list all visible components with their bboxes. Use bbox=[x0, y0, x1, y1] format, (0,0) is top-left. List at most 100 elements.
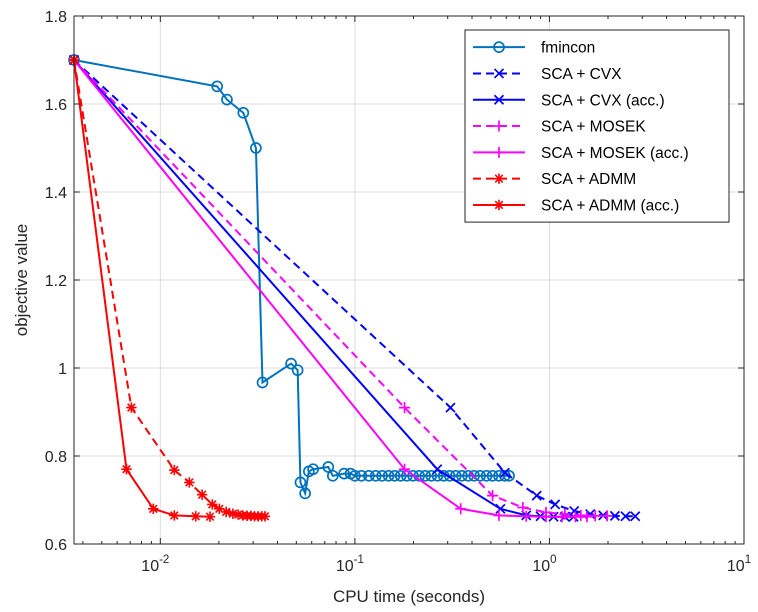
y-tick-label: 1.2 bbox=[45, 273, 67, 290]
data-point bbox=[520, 510, 532, 522]
data-point bbox=[474, 469, 486, 482]
data-point bbox=[456, 469, 468, 482]
data-point bbox=[445, 402, 456, 413]
data-point bbox=[169, 510, 180, 521]
data-point bbox=[480, 469, 493, 482]
data-point bbox=[232, 509, 244, 520]
legend-item: SCA + ADMM (acc.) bbox=[473, 197, 679, 214]
legend-label: SCA + MOSEK bbox=[541, 119, 646, 136]
axis-ticks: 10-2 10-1 100 101 0.6 0.8 1 1.2 1.4 1.6 1.8 bbox=[45, 9, 751, 575]
data-point bbox=[204, 511, 216, 522]
x-axis-label: CPU time (seconds) bbox=[333, 587, 485, 606]
data-point bbox=[126, 402, 137, 413]
data-point bbox=[468, 469, 480, 482]
data-point bbox=[376, 469, 388, 482]
data-point bbox=[196, 489, 208, 500]
y-tick-label: 1.6 bbox=[45, 97, 67, 114]
legend-item: SCA + MOSEK bbox=[473, 119, 646, 136]
legend-marker bbox=[493, 68, 505, 79]
x-tick-label: 100 bbox=[532, 554, 556, 575]
legend-item: SCA + ADMM bbox=[473, 171, 636, 188]
data-point bbox=[581, 511, 593, 523]
legend-label: SCA + CVX bbox=[541, 66, 622, 83]
data-point bbox=[499, 467, 510, 478]
data-point bbox=[363, 469, 375, 482]
data-point bbox=[540, 511, 552, 523]
legend-label: SCA + ADMM bbox=[541, 171, 636, 188]
legend-marker bbox=[493, 120, 505, 132]
data-point bbox=[220, 506, 232, 518]
data-point bbox=[291, 364, 304, 377]
data-point bbox=[487, 490, 499, 502]
data-point bbox=[425, 469, 438, 482]
y-tick-label: 1.4 bbox=[45, 185, 67, 202]
series-sca-admm bbox=[68, 54, 271, 522]
legend-item: SCA + CVX bbox=[473, 66, 622, 83]
data-point bbox=[299, 487, 311, 500]
legend-item: fmincon bbox=[473, 40, 595, 57]
legend-label: SCA + MOSEK (acc.) bbox=[541, 145, 689, 162]
data-point bbox=[237, 106, 250, 119]
data-point bbox=[326, 469, 339, 482]
data-point bbox=[294, 476, 307, 489]
legend-marker bbox=[493, 94, 505, 105]
data-point bbox=[495, 503, 506, 514]
data-point bbox=[486, 469, 499, 482]
x-tick-label: 10-2 bbox=[141, 554, 169, 575]
legend-item: SCA + CVX (acc.) bbox=[473, 92, 665, 109]
legend-label: SCA + ADMM (acc.) bbox=[541, 197, 679, 214]
data-point bbox=[556, 511, 568, 523]
data-point bbox=[388, 469, 401, 482]
legend-label: SCA + CVX (acc.) bbox=[541, 92, 665, 109]
legend: fmincon SCA + CVX SCA + CVX (acc.) SCA + MO… bbox=[464, 29, 730, 223]
legend-marker bbox=[493, 199, 505, 211]
y-tick-label: 0.8 bbox=[45, 449, 67, 466]
legend-marker bbox=[493, 146, 505, 158]
data-point bbox=[399, 402, 411, 414]
data-point bbox=[550, 499, 561, 510]
data-point bbox=[630, 511, 641, 522]
data-point bbox=[407, 469, 419, 482]
data-point bbox=[211, 80, 224, 93]
data-series bbox=[68, 54, 641, 523]
data-point bbox=[259, 511, 271, 522]
data-point bbox=[338, 467, 350, 480]
data-point bbox=[256, 376, 269, 389]
x-tick-label: 101 bbox=[727, 554, 751, 575]
data-point bbox=[569, 511, 581, 523]
data-point bbox=[355, 469, 368, 482]
data-point bbox=[184, 477, 195, 488]
legend-box bbox=[464, 29, 730, 223]
y-tick-label: 1.8 bbox=[45, 9, 67, 26]
data-point bbox=[503, 469, 515, 482]
legend-item: SCA + MOSEK (acc.) bbox=[473, 145, 689, 162]
legend-label: fmincon bbox=[541, 40, 595, 57]
data-point bbox=[307, 463, 319, 476]
data-point bbox=[369, 469, 382, 482]
data-point bbox=[190, 511, 201, 522]
y-tick-label: 0.6 bbox=[45, 537, 67, 554]
data-point bbox=[620, 511, 631, 522]
data-point bbox=[382, 469, 395, 482]
data-point bbox=[517, 501, 529, 513]
data-point bbox=[601, 510, 613, 522]
y-tick-label: 1 bbox=[58, 361, 67, 378]
legend-marker bbox=[493, 173, 505, 184]
data-point bbox=[531, 490, 542, 501]
data-point bbox=[493, 509, 505, 521]
data-point bbox=[148, 503, 159, 514]
data-point bbox=[455, 503, 467, 515]
data-point bbox=[432, 464, 443, 475]
legend-marker bbox=[493, 41, 505, 54]
data-point bbox=[399, 463, 411, 475]
data-point bbox=[419, 469, 432, 482]
y-axis-label: objective value bbox=[12, 224, 31, 336]
data-point bbox=[207, 499, 218, 510]
data-point bbox=[349, 469, 361, 482]
data-point bbox=[169, 464, 180, 476]
data-point bbox=[121, 464, 132, 475]
x-tick-label: 10-1 bbox=[336, 554, 364, 575]
series-sca-mosek-acc bbox=[68, 54, 593, 523]
data-point bbox=[221, 93, 233, 106]
